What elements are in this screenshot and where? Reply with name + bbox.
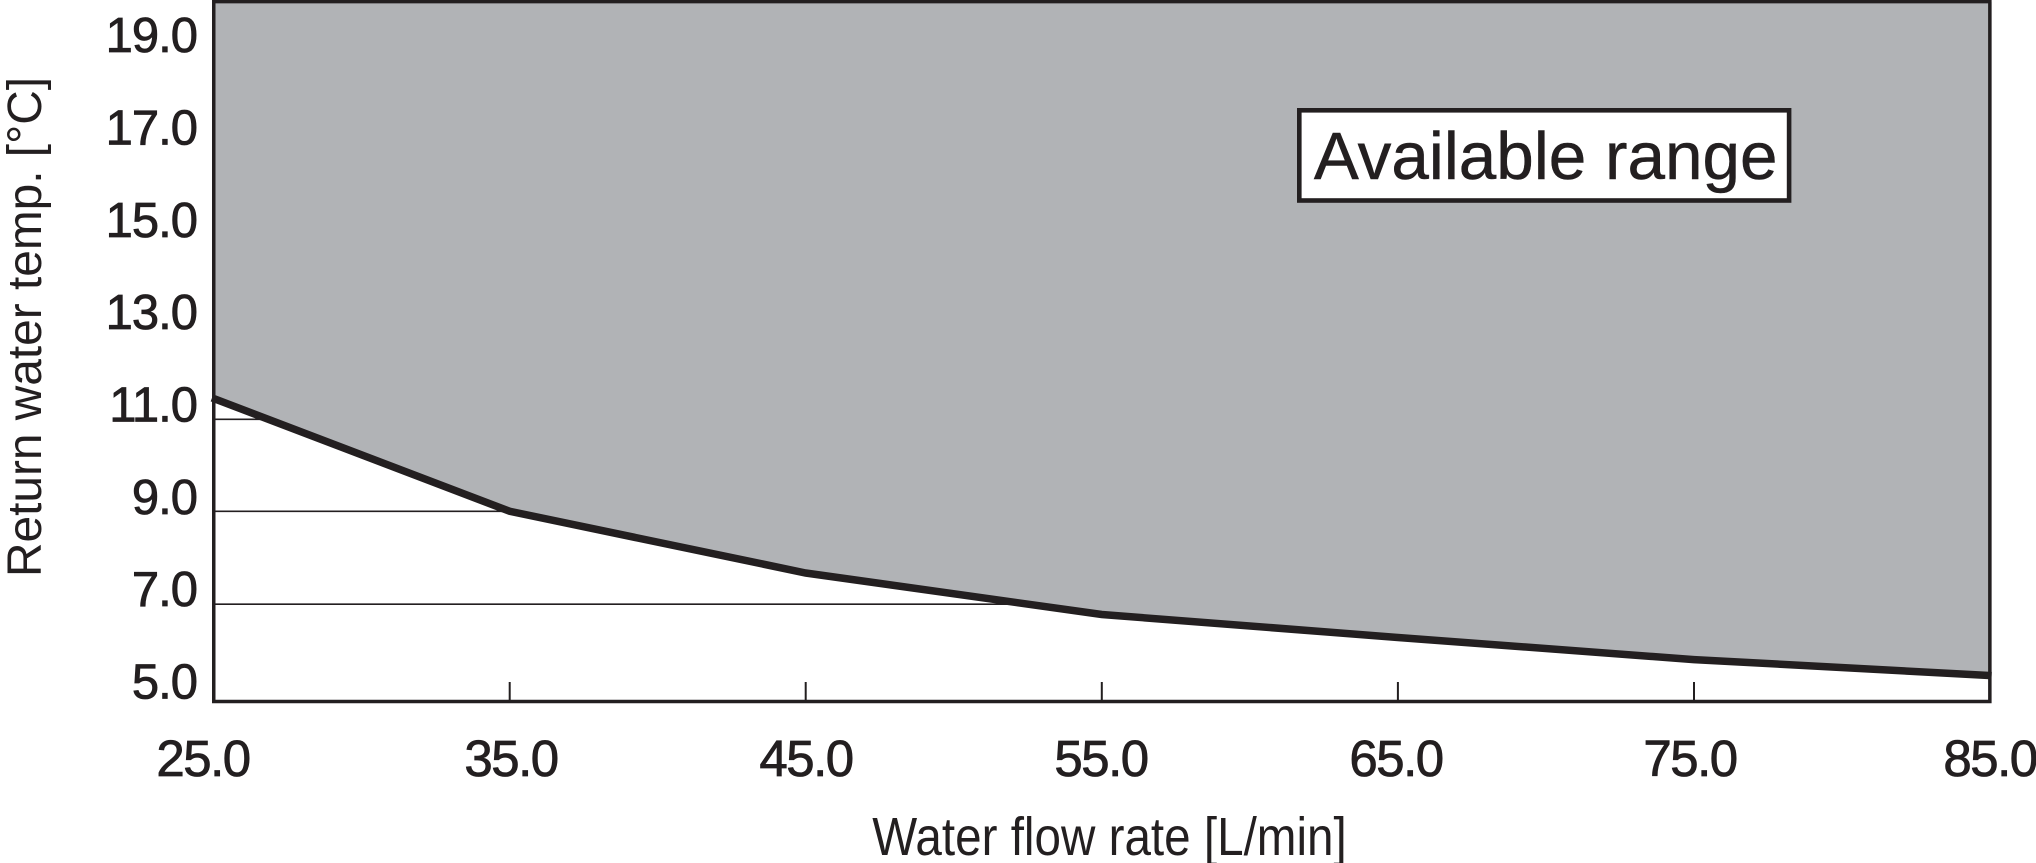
svg-text:15.0: 15.0 (106, 194, 197, 248)
svg-text:Return water temp. [°C]: Return water temp. [°C] (0, 77, 52, 577)
svg-text:85.0: 85.0 (1943, 730, 2036, 787)
svg-text:35.0: 35.0 (464, 730, 557, 787)
svg-text:75.0: 75.0 (1643, 730, 1736, 787)
svg-text:13.0: 13.0 (106, 286, 197, 340)
svg-text:Available range: Available range (1314, 119, 1778, 194)
svg-text:55.0: 55.0 (1054, 730, 1147, 787)
svg-text:45.0: 45.0 (759, 730, 852, 787)
svg-text:19.0: 19.0 (106, 9, 197, 63)
svg-text:Water flow rate [L/min]: Water flow rate [L/min] (872, 807, 1347, 863)
svg-text:7.0: 7.0 (132, 563, 197, 617)
svg-text:11.0: 11.0 (109, 379, 197, 433)
svg-text:25.0: 25.0 (156, 730, 249, 787)
svg-text:65.0: 65.0 (1349, 730, 1442, 787)
svg-text:17.0: 17.0 (106, 102, 197, 156)
svg-text:5.0: 5.0 (132, 656, 197, 710)
svg-text:9.0: 9.0 (132, 471, 197, 525)
